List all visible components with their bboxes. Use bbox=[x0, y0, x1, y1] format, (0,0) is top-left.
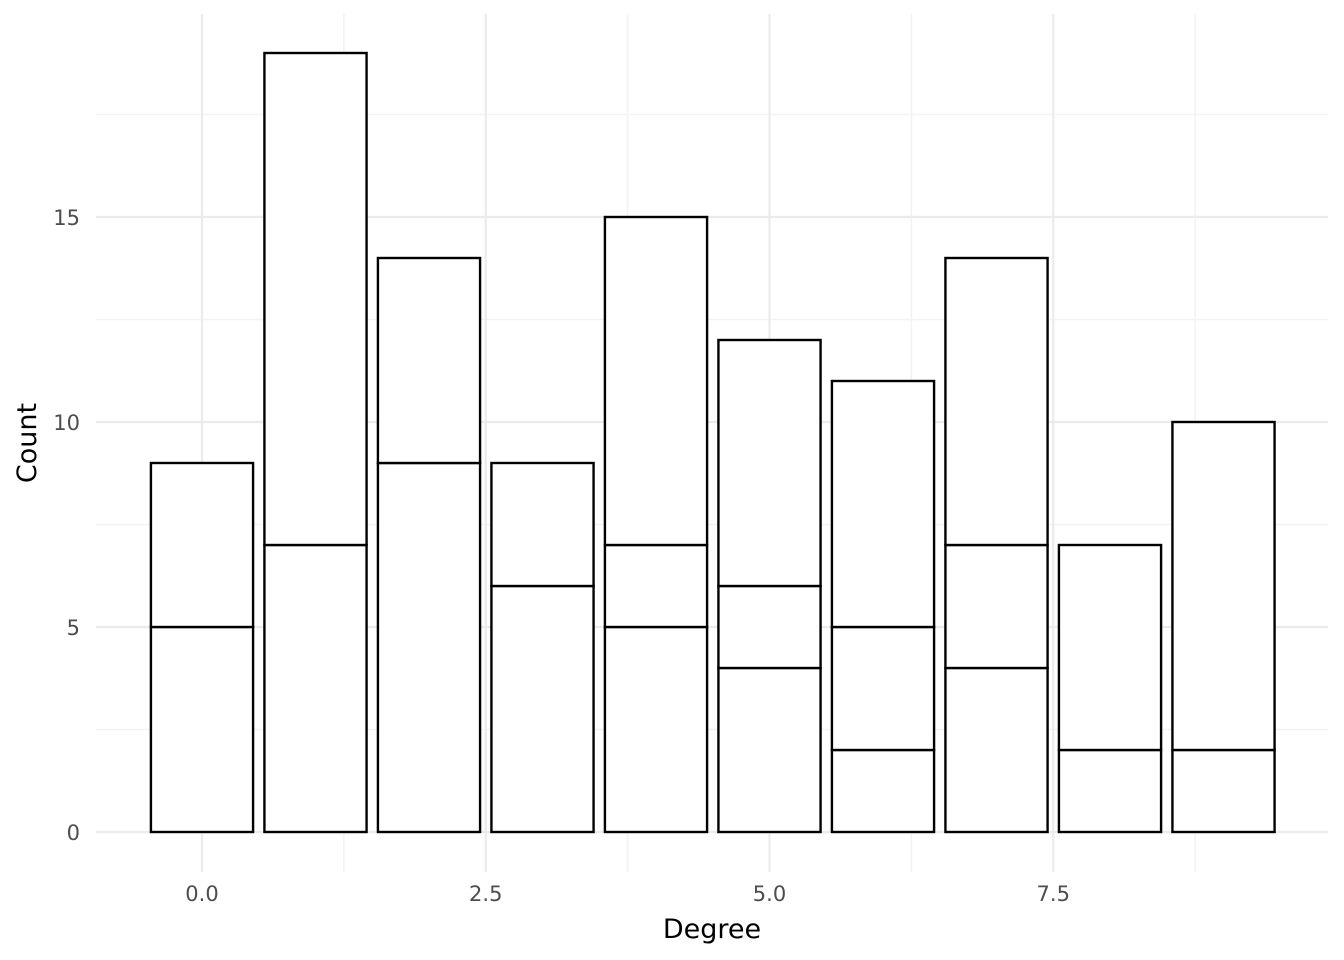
x-tick-label-3: 7.5 bbox=[1037, 882, 1070, 906]
bar-3-segment-1 bbox=[490, 461, 595, 588]
bar-9-segment-0 bbox=[1171, 748, 1276, 834]
y-axis-ticks: 0 5 10 15 bbox=[53, 206, 80, 845]
x-axis-title: Degree bbox=[663, 914, 761, 945]
x-tick-label-2: 5.0 bbox=[753, 882, 786, 906]
bar-6-segment-0 bbox=[830, 748, 936, 834]
y-tick-label-3: 15 bbox=[53, 206, 80, 230]
x-axis-ticks: 0.0 2.5 5.0 7.5 bbox=[185, 882, 1070, 906]
bar-7-segment-1 bbox=[944, 543, 1049, 670]
bar-5-segment-0 bbox=[717, 666, 822, 834]
bar-0-segment-0 bbox=[149, 625, 255, 834]
bar-1-segment-1 bbox=[263, 51, 368, 547]
bar-7-segment-0 bbox=[944, 666, 1049, 834]
y-tick-label-2: 10 bbox=[53, 411, 80, 435]
y-tick-label-0: 0 bbox=[67, 821, 80, 845]
bar-8-segment-0 bbox=[1057, 748, 1163, 834]
bar-4-segment-0 bbox=[603, 625, 709, 834]
bar-7-segment-2 bbox=[944, 256, 1049, 547]
bar-2-segment-1 bbox=[376, 256, 482, 465]
bar-1-segment-0 bbox=[263, 543, 368, 834]
x-tick-label-1: 2.5 bbox=[469, 882, 502, 906]
y-tick-label-1: 5 bbox=[67, 616, 80, 640]
bar-5-segment-1 bbox=[717, 584, 822, 670]
bar-9-segment-1 bbox=[1171, 420, 1276, 752]
bar-4-segment-2 bbox=[603, 215, 709, 547]
bar-3-segment-0 bbox=[490, 584, 595, 834]
bar-6-segment-2 bbox=[830, 379, 936, 629]
bar-5-segment-2 bbox=[717, 338, 822, 588]
bars bbox=[149, 51, 1276, 834]
bar-0-segment-1 bbox=[149, 461, 255, 629]
bar-2-segment-0 bbox=[376, 461, 482, 834]
bar-8-segment-1 bbox=[1057, 543, 1163, 752]
bar-6-segment-1 bbox=[830, 625, 936, 752]
y-axis-title: Count bbox=[12, 403, 43, 483]
bar-4-segment-1 bbox=[603, 543, 709, 629]
x-tick-label-0: 0.0 bbox=[185, 882, 218, 906]
